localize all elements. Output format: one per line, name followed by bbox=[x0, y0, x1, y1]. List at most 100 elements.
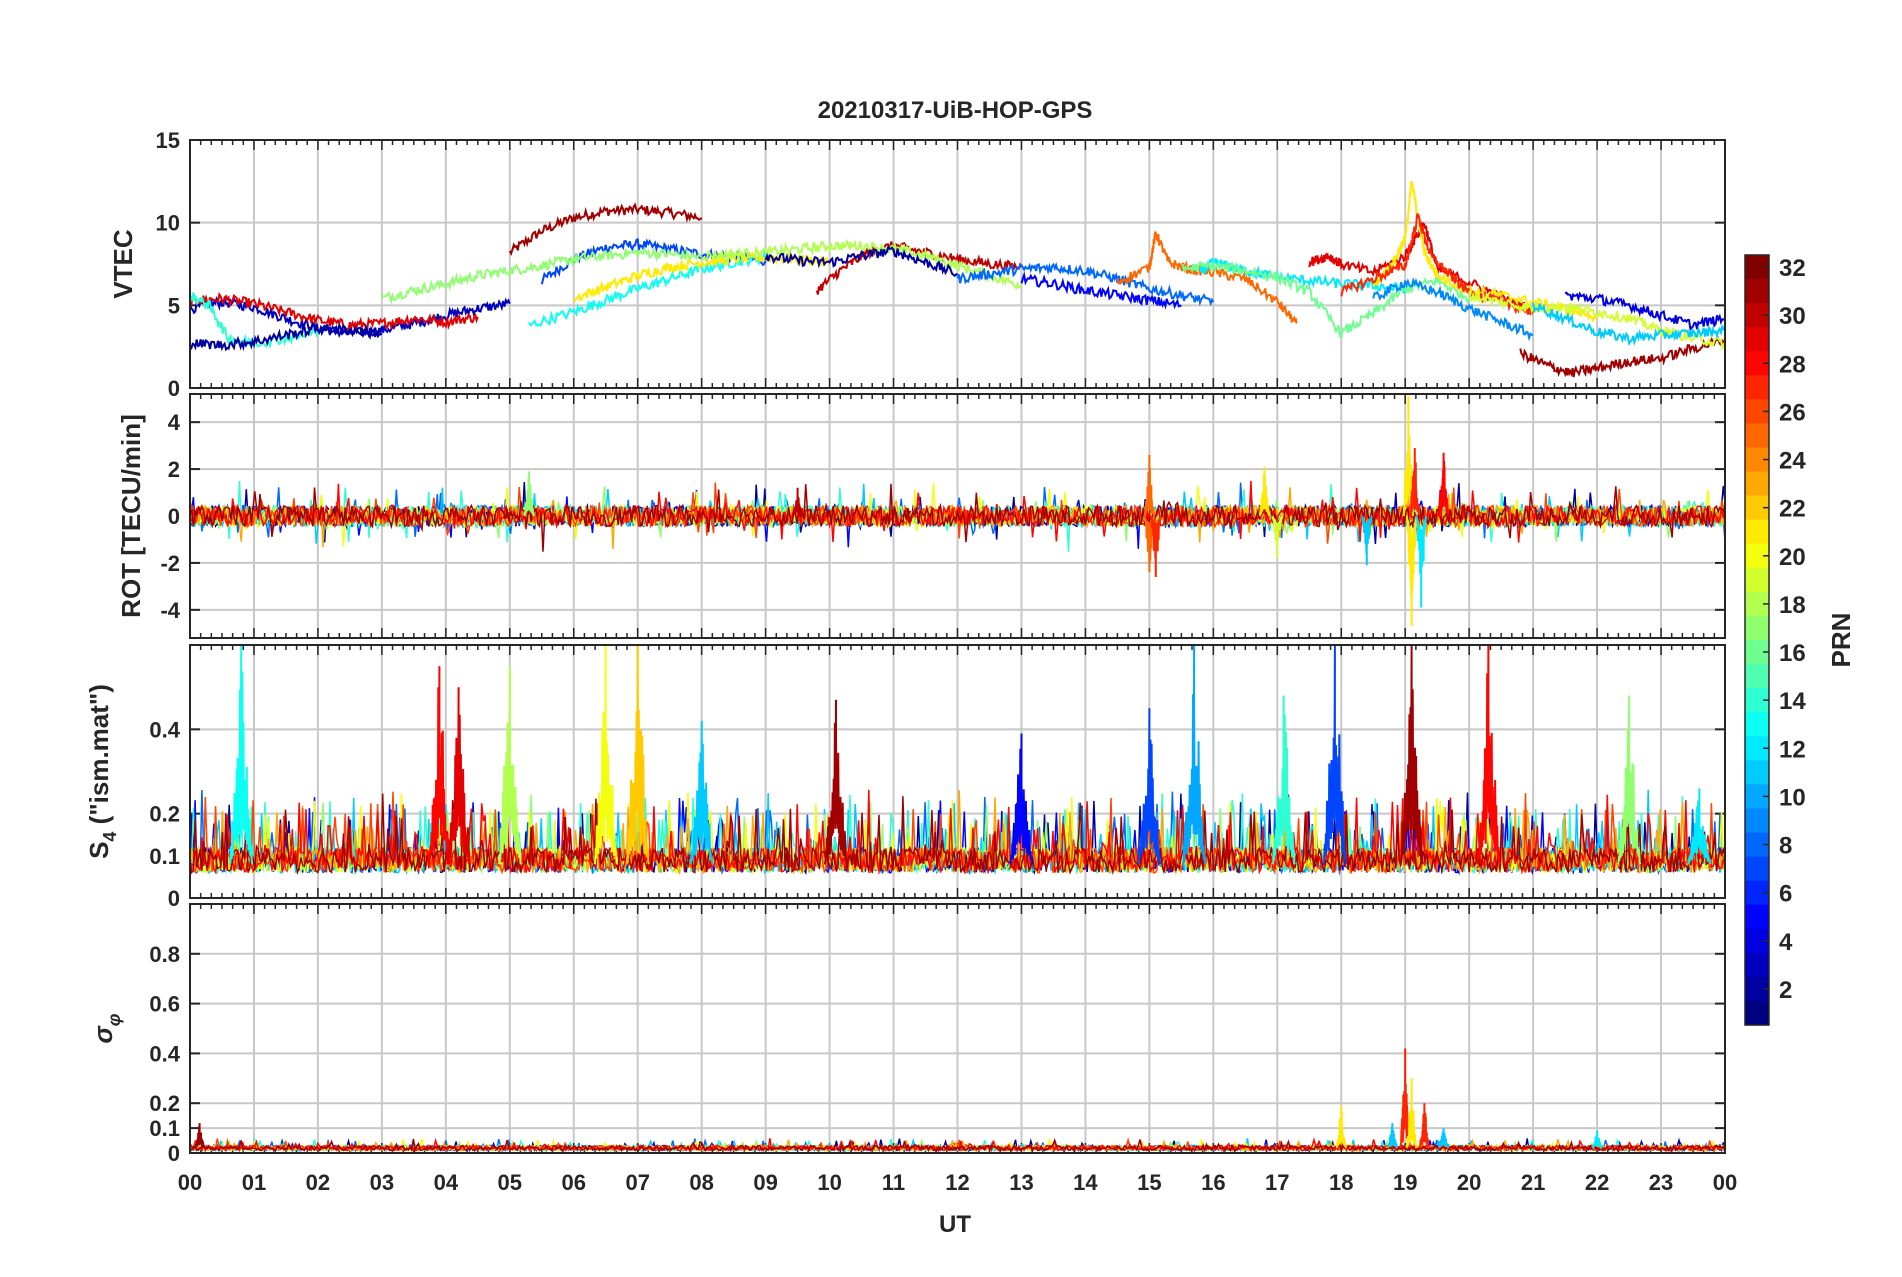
rot-event-spike bbox=[1437, 452, 1450, 517]
y-tick-label: 0.6 bbox=[149, 992, 180, 1017]
y-tick-label: 0.4 bbox=[149, 717, 180, 742]
x-axis: 00 01 02 03 04 05 06 07 08 09 10 11 12 13 14 15 16 17 18 19… bbox=[178, 1170, 1737, 1195]
series-group bbox=[190, 396, 1725, 627]
colorbar-tick-label: 30 bbox=[1779, 303, 1806, 330]
colorbar-tick-label: 12 bbox=[1779, 736, 1806, 763]
panel-frame bbox=[189, 903, 1726, 1154]
s4-event-spike bbox=[689, 720, 714, 865]
colorbar-tick-label: 18 bbox=[1779, 592, 1806, 619]
x-tick-label: 22 bbox=[1585, 1170, 1609, 1195]
colorbar-swatch bbox=[1745, 279, 1769, 304]
vtec-series-line bbox=[190, 291, 479, 332]
x-tick-label: 16 bbox=[1201, 1170, 1225, 1195]
s4-event-spike bbox=[497, 666, 522, 865]
colorbar-tick-label: 24 bbox=[1779, 448, 1806, 475]
x-tick-label: 02 bbox=[306, 1170, 330, 1195]
y-tick-label: 5 bbox=[168, 293, 180, 318]
colorbar-tick-label: 14 bbox=[1779, 688, 1806, 715]
colorbar-tick-label: 16 bbox=[1779, 640, 1806, 667]
y-tick-label: 4 bbox=[168, 410, 181, 435]
colorbar-swatch bbox=[1745, 712, 1769, 737]
x-tick-label: 18 bbox=[1329, 1170, 1353, 1195]
y-tick-label: 2 bbox=[168, 457, 180, 482]
rot-event-spike bbox=[523, 471, 535, 517]
colorbar-swatch bbox=[1745, 567, 1769, 593]
colorbar-swatch bbox=[1745, 423, 1769, 449]
y-tick-label: 0.1 bbox=[149, 844, 180, 869]
panel-rot: -4 -2 0 2 4 ROT [TECU/min] bbox=[116, 393, 1726, 639]
s4-event-spike bbox=[1182, 645, 1207, 865]
x-tick-label: 10 bbox=[817, 1170, 841, 1195]
chart-title: 20210317-UiB-HOP-GPS bbox=[818, 97, 1093, 124]
y-tick-label: 0 bbox=[168, 886, 180, 911]
x-tick-label: 00 bbox=[1713, 1170, 1737, 1195]
vtec-series-line bbox=[1519, 336, 1725, 378]
s4-event-spike bbox=[446, 687, 471, 865]
vtec-series-line bbox=[701, 238, 1023, 290]
y-tick-label: -4 bbox=[160, 598, 180, 623]
vtec-series-line bbox=[1308, 221, 1535, 315]
rot-event-spike bbox=[1258, 466, 1271, 517]
colorbar-swatch bbox=[1745, 519, 1769, 545]
x-tick-label: 07 bbox=[625, 1170, 649, 1195]
sigma_phi-event-spike bbox=[1437, 1128, 1450, 1149]
rot-event-spike bbox=[1143, 454, 1156, 517]
vtec-series-line bbox=[956, 262, 1215, 307]
panel-frame bbox=[189, 393, 1726, 639]
y-tick-label: 0 bbox=[168, 504, 180, 529]
colorbar-tick-label: 6 bbox=[1779, 881, 1792, 908]
sigma_phi-event-spike bbox=[1405, 1078, 1418, 1149]
vtec-series-line bbox=[1564, 291, 1725, 332]
series-group bbox=[190, 1048, 1725, 1153]
sigma_phi-event-spike bbox=[1591, 1130, 1603, 1151]
x-tick-label: 08 bbox=[689, 1170, 713, 1195]
colorbar-swatch bbox=[1745, 615, 1769, 641]
y-axis-label: VTEC bbox=[108, 229, 138, 299]
vtec-series-line bbox=[508, 202, 703, 257]
x-tick-label: 20 bbox=[1457, 1170, 1481, 1195]
y-tick-label: 0.8 bbox=[149, 942, 180, 967]
vtec-series-line bbox=[1532, 302, 1725, 347]
x-tick-label: 11 bbox=[882, 1170, 905, 1195]
sigma_phi-event-spike bbox=[1418, 1103, 1431, 1149]
s4-event-spike bbox=[427, 666, 452, 865]
y-tick-label: 0.2 bbox=[149, 1091, 180, 1116]
s4-event-spike bbox=[625, 645, 650, 865]
vtec-series-line bbox=[1340, 213, 1535, 316]
y-tick-label: 0 bbox=[168, 376, 180, 401]
colorbar-tick-label: 28 bbox=[1779, 351, 1806, 378]
s4-event-spike bbox=[593, 645, 618, 865]
rot-trace bbox=[190, 483, 1725, 552]
x-tick-label: 04 bbox=[434, 1170, 459, 1195]
y-tick-label: -2 bbox=[160, 551, 180, 576]
colorbar-swatch bbox=[1745, 760, 1769, 785]
x-tick-label: 21 bbox=[1521, 1170, 1545, 1195]
series-group bbox=[190, 181, 1725, 378]
colorbar-tick-label: 8 bbox=[1779, 833, 1792, 860]
vtec-series-line bbox=[1372, 276, 1534, 342]
colorbar-tick-label: 10 bbox=[1779, 784, 1806, 811]
y-tick-label: 10 bbox=[156, 211, 180, 236]
colorbar-tick-label: 32 bbox=[1779, 255, 1806, 282]
rot-event-spike bbox=[1150, 515, 1162, 578]
colorbar-label: PRN bbox=[1826, 613, 1856, 668]
s4-event-spike bbox=[1399, 645, 1424, 865]
vtec-series-line bbox=[528, 249, 767, 328]
x-tick-label: 13 bbox=[1009, 1170, 1033, 1195]
x-tick-label: 17 bbox=[1265, 1170, 1289, 1195]
colorbar-swatch bbox=[1745, 808, 1769, 834]
colorbar-swatch bbox=[1745, 856, 1769, 882]
colorbar-frame bbox=[1744, 254, 1770, 1026]
colorbar-swatch bbox=[1745, 471, 1769, 497]
x-tick-label: 06 bbox=[562, 1170, 586, 1195]
sigma_phi-event-spike bbox=[1386, 1123, 1398, 1149]
x-tick-label: 09 bbox=[753, 1170, 777, 1195]
y-axis-label: S4 ("ism.mat") bbox=[84, 684, 120, 859]
panel-vtec: 0 5 10 15 VTEC bbox=[108, 128, 1726, 401]
x-tick-label: 14 bbox=[1073, 1170, 1098, 1195]
vtec-series-line bbox=[1020, 270, 1182, 310]
